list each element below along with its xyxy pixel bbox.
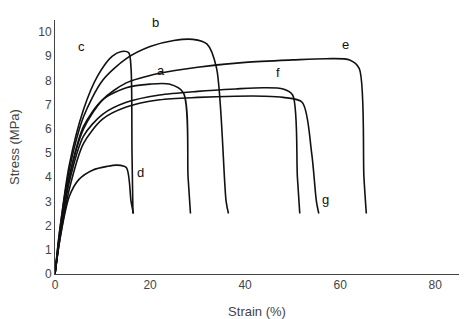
- svg-text:10: 10: [38, 25, 52, 39]
- svg-text:b: b: [152, 15, 159, 30]
- svg-text:c: c: [78, 39, 85, 54]
- svg-text:60: 60: [334, 278, 348, 292]
- svg-text:7: 7: [45, 98, 52, 112]
- svg-text:e: e: [342, 37, 349, 52]
- svg-text:2: 2: [45, 219, 52, 233]
- svg-text:4: 4: [45, 170, 52, 184]
- svg-text:40: 40: [238, 278, 252, 292]
- svg-text:g: g: [322, 192, 329, 207]
- svg-text:0: 0: [52, 278, 59, 292]
- svg-text:8: 8: [45, 74, 52, 88]
- svg-text:Stress (MPa): Stress (MPa): [7, 109, 22, 185]
- svg-text:Strain (%): Strain (%): [228, 304, 286, 319]
- svg-text:9: 9: [45, 49, 52, 63]
- svg-text:5: 5: [45, 146, 52, 160]
- svg-text:0: 0: [45, 267, 52, 281]
- svg-text:80: 80: [429, 278, 443, 292]
- svg-text:6: 6: [45, 122, 52, 136]
- svg-text:f: f: [276, 65, 280, 80]
- svg-text:a: a: [157, 63, 165, 78]
- svg-text:20: 20: [143, 278, 157, 292]
- svg-text:3: 3: [45, 195, 52, 209]
- svg-text:d: d: [137, 165, 144, 180]
- svg-text:1: 1: [45, 243, 52, 257]
